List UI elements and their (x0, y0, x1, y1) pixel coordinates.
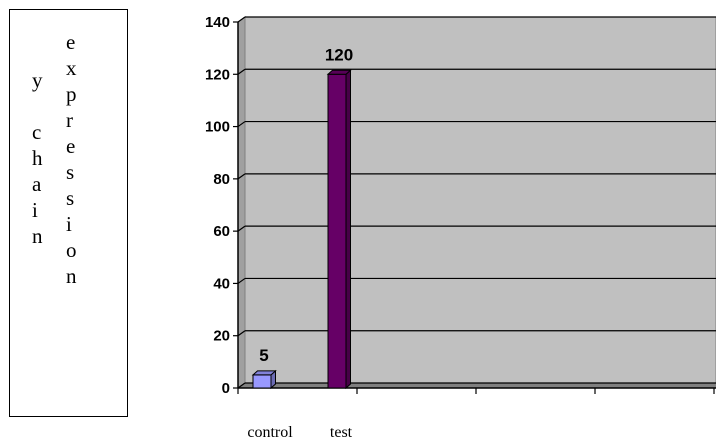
y-tick-label: 0 (222, 380, 230, 397)
y-tick-label: 80 (213, 171, 230, 188)
expression-letter: o (66, 238, 77, 262)
expression-letter: s (66, 160, 75, 184)
y-tick-label: 120 (205, 66, 230, 83)
x-tick-label-control: control (247, 424, 293, 441)
gridline-diagonal (237, 330, 246, 337)
gridline-diagonal (237, 225, 246, 232)
expression-letter: n (66, 264, 77, 288)
y-tick-label: 140 (205, 14, 230, 31)
gridline-diagonal (237, 173, 246, 180)
chain-letter: h (32, 146, 43, 170)
bar-test (326, 69, 352, 390)
plot-area (244, 16, 716, 384)
expression-letter: e (66, 30, 76, 54)
expression-letter: s (66, 186, 75, 210)
y-tick-label: 60 (213, 223, 230, 240)
y-tick-label: 20 (213, 328, 230, 345)
gridline-diagonal (237, 277, 246, 284)
data-label-test: 120 (325, 45, 353, 64)
plot-side-wall (237, 16, 246, 389)
gridline-diagonal (237, 382, 246, 389)
x-tick-label-test: test (329, 424, 353, 441)
chain-letter: a (32, 172, 42, 196)
y-tick-label: 40 (213, 275, 230, 292)
gridline-diagonal (237, 121, 246, 128)
expression-letter: p (66, 82, 77, 106)
gridline-diagonal (237, 16, 246, 23)
data-label-control: 5 (259, 346, 268, 365)
expression-letter: e (66, 134, 76, 158)
chain-letter: n (32, 224, 43, 248)
expression-letter: i (66, 212, 72, 236)
y-tick-label: 100 (205, 119, 230, 136)
expression-letter: x (66, 56, 77, 80)
expression-letter: r (66, 108, 73, 132)
gridline-diagonal (237, 68, 246, 75)
chain-letter: y (32, 68, 43, 92)
chain-letter: i (32, 198, 38, 222)
bar-control (251, 369, 277, 390)
chain-letter: c (32, 120, 42, 144)
